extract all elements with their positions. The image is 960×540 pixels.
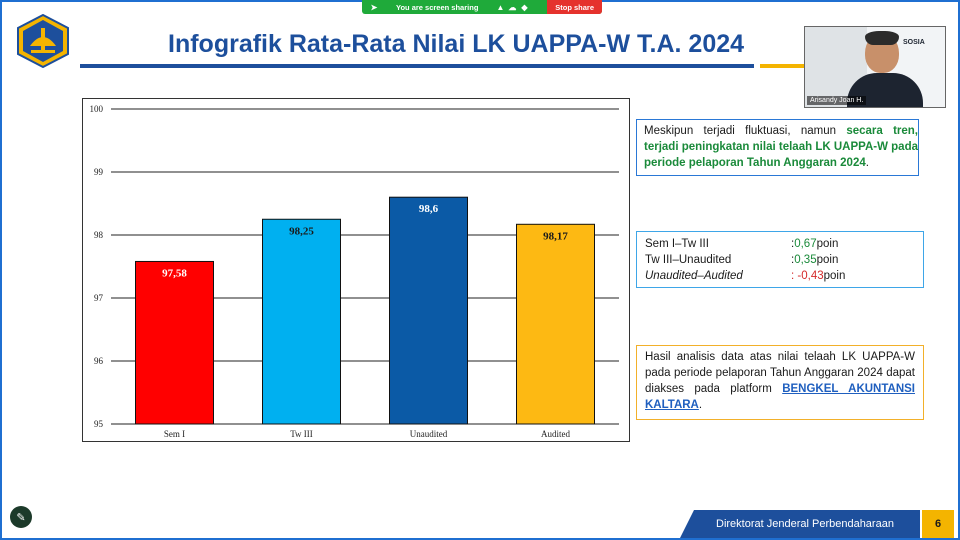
difference-note: Sem I–Tw III : 0,67 poin Tw III–Unaudite… <box>636 231 924 288</box>
bengkel-akuntansi-link[interactable]: BENGKEL AKUNTANSI KALTARA <box>645 383 915 411</box>
participant-name: Arisandy Joan H. <box>807 96 867 105</box>
footer-text: Direktorat Jenderal Perbendaharaan <box>716 518 894 530</box>
ministry-logo <box>17 14 69 68</box>
x-tick-label: Unaudited <box>410 429 448 439</box>
screen-share-bar: ➤ You are screen sharing ▲ ☁ ◆ Stop shar… <box>362 0 602 14</box>
difference-unit: poin <box>816 254 839 266</box>
stop-share-button[interactable]: Stop share <box>547 0 602 14</box>
difference-label: Tw III–Unaudited <box>645 254 732 266</box>
difference-row: Tw III–Unaudited : 0,35 poin <box>645 252 923 268</box>
slide-title: Infografik Rata-Rata Nilai LK UAPPA-W T.… <box>168 30 745 58</box>
trend-note-text: Meskipun terjadi fluktuasi, namun <box>644 125 847 137</box>
x-tick-label: Sem I <box>164 429 185 439</box>
difference-unit: poin <box>816 238 839 250</box>
pin-icon[interactable]: ➤ <box>370 2 378 12</box>
trend-note-end: . <box>865 157 869 169</box>
bar-chart-svg: 95 96 97 98 99 100 97,58 Sem I 98,25 Tw III 98,6 Un… <box>90 104 619 439</box>
title-underline <box>80 64 754 68</box>
stop-share-label: Stop share <box>555 2 594 12</box>
difference-separator: : <box>791 254 795 266</box>
bar <box>262 218 341 425</box>
bar <box>389 196 468 425</box>
participant-hair <box>865 31 899 45</box>
bar-chart: 95 96 97 98 99 100 97,58 Sem I 98,25 Tw III 98,6 Un… <box>82 98 630 442</box>
cloud-icon[interactable]: ☁ <box>508 2 517 12</box>
bar <box>135 260 214 425</box>
x-tick-label: Audited <box>541 429 570 439</box>
difference-unit: poin <box>823 270 846 282</box>
share-status-text: You are screen sharing <box>396 2 479 12</box>
title-accent <box>760 64 806 68</box>
banner-text: SOSIA <box>903 39 925 46</box>
difference-label: Sem I–Tw III <box>645 238 709 250</box>
trend-note: Meskipun terjadi fluktuasi, namun secara… <box>636 119 919 176</box>
bar-value-label: 98,25 <box>289 225 314 237</box>
difference-separator: : - <box>791 270 802 282</box>
x-tick-label: Tw III <box>290 429 313 439</box>
bar <box>516 223 595 425</box>
analysis-note-end: . <box>698 399 703 411</box>
bar-value-label: 97,58 <box>162 267 187 279</box>
y-tick-label: 97 <box>94 293 104 303</box>
y-tick-label: 95 <box>94 419 104 429</box>
bar-value-label: 98,6 <box>419 203 439 215</box>
page-number: 6 <box>922 510 954 538</box>
bar-value-label: 98,17 <box>543 230 568 242</box>
y-tick-label: 99 <box>94 167 104 177</box>
difference-separator: : <box>791 238 795 250</box>
difference-value: 0,35 <box>794 254 817 266</box>
pointer-icon[interactable]: ▲ <box>496 2 505 12</box>
analysis-note: Hasil analisis data atas nilai telaah LK… <box>636 345 924 420</box>
difference-value: 0,67 <box>794 238 817 250</box>
difference-row: Sem I–Tw III : 0,67 poin <box>645 236 923 252</box>
annotate-pen-icon[interactable]: ✎ <box>10 506 32 528</box>
difference-row: Unaudited–Audited : -0,43 poin <box>645 268 923 284</box>
trend-note-highlight: secara tren, terjadi peningkatan nilai t… <box>644 125 918 169</box>
y-tick-label: 100 <box>90 104 104 114</box>
y-tick-label: 96 <box>94 356 104 366</box>
webcam-thumbnail[interactable]: SOSIA Arisandy Joan H. <box>804 26 946 108</box>
y-tick-label: 98 <box>94 230 104 240</box>
shield-icon[interactable]: ◆ <box>521 2 528 12</box>
analysis-note-text: Hasil analisis data atas nilai telaah LK… <box>645 351 915 395</box>
difference-label: Unaudited–Audited <box>645 270 743 282</box>
footer-bar: Direktorat Jenderal Perbendaharaan <box>680 510 920 538</box>
difference-value: 0,43 <box>801 270 824 282</box>
